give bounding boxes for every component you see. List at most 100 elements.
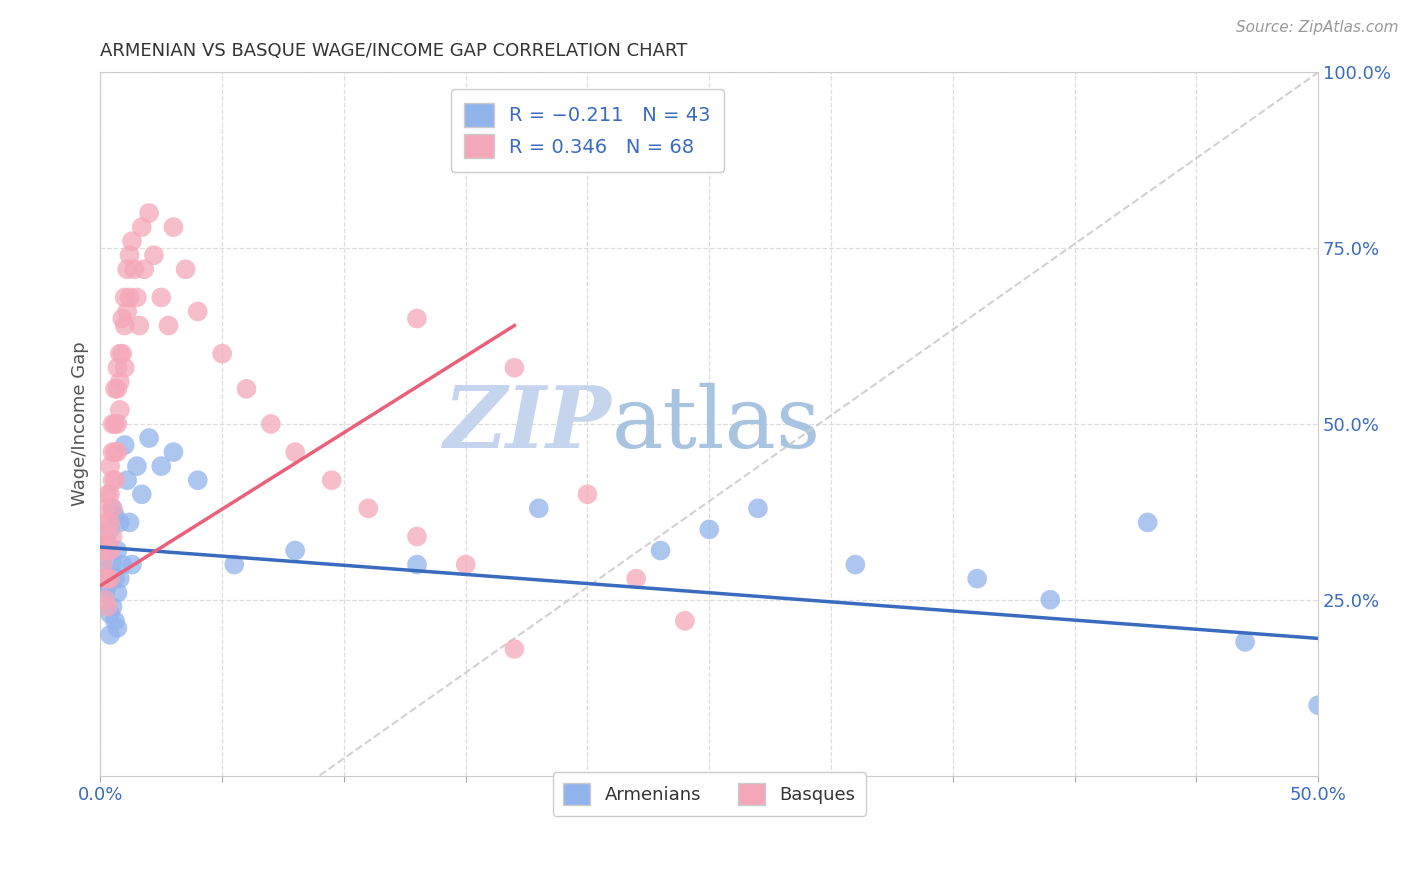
Point (187, 473, 209, 487)
Point (260, 417, 283, 431)
Point (105, 360, 128, 375)
Point (131, 220, 153, 235)
Point (114, 318, 136, 333)
Point (97, 579, 120, 593)
Point (97, 599, 120, 614)
Point (98, 487, 121, 501)
Legend: Armenians, Basques: Armenians, Basques (553, 772, 866, 815)
Point (115, 304, 138, 318)
Point (174, 262, 197, 277)
Point (321, 473, 343, 487)
Point (118, 290, 141, 304)
Point (224, 558, 246, 572)
Point (125, 290, 148, 304)
Point (111, 346, 134, 360)
Point (97, 543, 120, 558)
Text: atlas: atlas (612, 383, 821, 466)
Point (1308, 698, 1330, 713)
Point (94, 565, 117, 579)
Point (162, 220, 184, 235)
Point (121, 558, 143, 572)
Point (111, 558, 134, 572)
Point (108, 516, 131, 530)
Point (101, 501, 124, 516)
Text: ARMENIAN VS BASQUE WAGE/INCOME GAP CORRELATION CHART: ARMENIAN VS BASQUE WAGE/INCOME GAP CORRE… (100, 42, 688, 60)
Point (284, 543, 307, 558)
Point (104, 508, 127, 523)
Point (108, 346, 131, 360)
Point (105, 417, 128, 431)
Point (101, 417, 124, 431)
Point (406, 529, 429, 543)
Point (125, 459, 148, 474)
Point (98, 572, 121, 586)
Point (235, 382, 257, 396)
Point (101, 445, 124, 459)
Point (101, 529, 124, 543)
Point (97, 516, 120, 530)
Point (97, 487, 120, 501)
Point (211, 346, 233, 360)
Point (94, 572, 117, 586)
Point (357, 501, 380, 516)
Point (108, 375, 131, 389)
Point (138, 206, 160, 220)
Point (98, 516, 121, 530)
Point (108, 572, 131, 586)
Point (406, 311, 429, 326)
Point (150, 290, 173, 304)
Point (104, 473, 127, 487)
Point (94, 501, 117, 516)
Point (114, 438, 136, 452)
Point (131, 487, 153, 501)
Point (104, 382, 127, 396)
Point (104, 445, 127, 459)
Point (94, 536, 117, 550)
Point (104, 417, 127, 431)
Point (98, 523, 121, 537)
Point (101, 558, 124, 572)
Point (576, 487, 599, 501)
Point (101, 501, 124, 516)
Point (97, 536, 120, 550)
Point (1039, 592, 1062, 607)
Point (118, 516, 141, 530)
Point (97, 572, 120, 586)
Point (650, 543, 672, 558)
Point (624, 572, 647, 586)
Point (150, 459, 173, 474)
Point (527, 501, 550, 516)
Point (138, 431, 160, 445)
Point (105, 445, 128, 459)
Point (91, 558, 114, 572)
Point (115, 262, 138, 277)
Text: ZIP: ZIP (444, 382, 612, 466)
Point (91, 529, 114, 543)
Point (124, 262, 146, 277)
Point (98, 628, 121, 642)
Point (98, 459, 121, 474)
Point (142, 248, 165, 262)
Point (844, 558, 866, 572)
Point (101, 473, 124, 487)
Point (114, 360, 136, 375)
Point (187, 304, 209, 318)
Point (697, 523, 720, 537)
Point (104, 572, 127, 586)
Y-axis label: Wage/Income Gap: Wage/Income Gap (72, 342, 89, 507)
Point (108, 403, 131, 417)
Point (105, 543, 128, 558)
Text: Source: ZipAtlas.com: Source: ZipAtlas.com (1236, 20, 1399, 35)
Point (1234, 635, 1257, 649)
Point (98, 607, 121, 621)
Point (284, 445, 307, 459)
Point (673, 614, 696, 628)
Point (157, 318, 180, 333)
Point (101, 599, 124, 614)
Point (94, 592, 117, 607)
Point (134, 262, 156, 277)
Point (98, 543, 121, 558)
Point (454, 558, 477, 572)
Point (747, 501, 769, 516)
Point (94, 585, 117, 599)
